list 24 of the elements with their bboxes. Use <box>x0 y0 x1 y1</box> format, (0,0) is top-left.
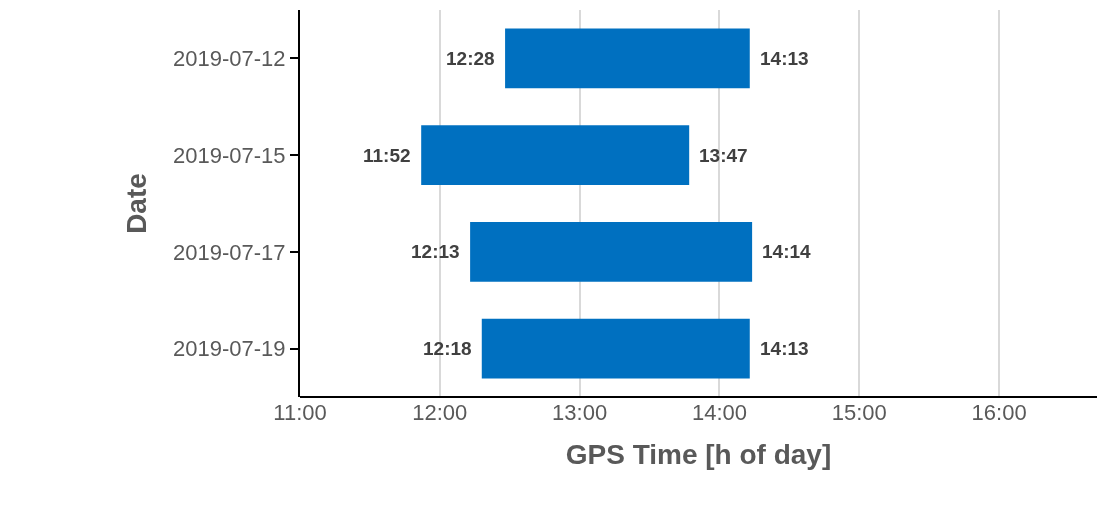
bar <box>505 28 750 89</box>
y-axis-title: Date <box>121 173 153 234</box>
annotation: 12:18 <box>423 338 472 359</box>
bar <box>481 318 750 379</box>
annotation: 12:28 <box>446 48 495 69</box>
y-tick-label: 2019-07-17 <box>173 239 286 265</box>
x-tick-label: 11:00 <box>273 400 327 425</box>
y-tick-label: 2019-07-19 <box>173 336 286 362</box>
x-tick-label: 12:00 <box>412 400 468 425</box>
annotation: 14:13 <box>760 48 809 69</box>
bar <box>470 221 753 282</box>
x-tick-label: 15:00 <box>831 400 887 425</box>
x-axis-title: GPS Time [h of day] <box>565 439 832 471</box>
annotation: 11:52 <box>363 145 411 166</box>
annotation: 12:13 <box>411 241 460 262</box>
y-tick-label: 2019-07-12 <box>173 46 286 72</box>
x-tick-label: 16:00 <box>971 400 1027 425</box>
y-tick-label: 2019-07-15 <box>173 142 286 168</box>
annotation: 13:47 <box>699 145 748 166</box>
x-tick-label: 13:00 <box>552 400 608 425</box>
bar <box>421 125 690 186</box>
annotation: 14:14 <box>762 241 812 262</box>
annotation: 14:13 <box>760 338 809 359</box>
x-tick-label: 14:00 <box>691 400 747 425</box>
